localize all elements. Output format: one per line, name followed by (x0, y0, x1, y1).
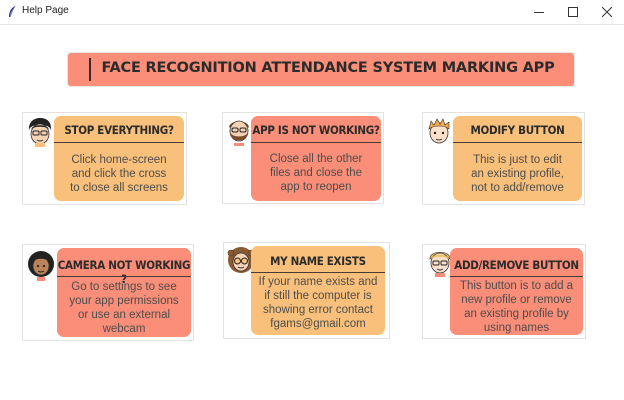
card-panel: STOP EVERYTHING? Click home-screen and c… (54, 116, 184, 201)
card-body-line: or use an external (77, 309, 171, 321)
app-banner: FACE RECOGNITION ATTENDANCE SYSTEM MARKI… (68, 53, 574, 86)
card-body: Go to settings to see your app permissio… (61, 280, 187, 336)
card-divider (251, 142, 381, 143)
card-body-line: not to add/remove (471, 182, 564, 194)
help-card-camera-not-working: CAMERA NOT WORKING ? Go to settings to s… (22, 244, 194, 341)
card-body-line: This is just to edit (473, 154, 562, 166)
card-title: MY NAME EXISTS (270, 254, 366, 268)
blond-glasses-avatar-icon (429, 251, 451, 277)
card-divider (453, 142, 582, 143)
card-body: Close all the other files and close the … (255, 152, 377, 194)
card-body-line: using names (483, 322, 550, 334)
card-body-line: files and close the (269, 167, 363, 179)
close-icon (602, 7, 612, 17)
card-body-line: new profile or remove (461, 294, 572, 306)
card-body: If your name exists and if still the com… (251, 275, 385, 331)
card-body-line: Click home-screen (71, 154, 167, 166)
card-body-line: This button is to add a (459, 280, 574, 292)
card-panel: APP IS NOT WORKING? Close all the other … (251, 116, 381, 201)
card-body-line: fgams@gmail.com (270, 318, 366, 330)
card-body-line: an existing profile by (464, 308, 569, 320)
card-panel: ADD/REMOVE BUTTON This button is to add … (450, 248, 583, 335)
curly-girl-avatar-icon (28, 251, 54, 281)
card-divider (251, 272, 385, 273)
card-title: CAMERA NOT WORKING ? (57, 258, 191, 286)
card-body: Click home-screen and click the cross to… (58, 153, 180, 195)
card-divider (57, 276, 191, 277)
card-body: This is just to edit an existing profile… (457, 153, 578, 195)
card-body-line: Close all the other (269, 153, 363, 165)
window-titlebar: Help Page (0, 0, 624, 25)
ginger-boy-avatar-icon (428, 118, 450, 144)
card-title: MODIFY BUTTON (470, 123, 565, 137)
card-body-line: webcam (102, 323, 146, 335)
minimize-button[interactable] (522, 0, 556, 24)
banner-divider (89, 58, 91, 81)
bearded-man-avatar-icon (229, 120, 249, 146)
card-body-line: and click the cross (71, 168, 167, 180)
help-card-modify-button: MODIFY BUTTON This is just to edit an ex… (422, 112, 585, 205)
card-panel: MY NAME EXISTS If your name exists and i… (251, 246, 385, 335)
help-card-add-remove-button: ADD/REMOVE BUTTON This button is to add … (422, 244, 586, 339)
card-panel: CAMERA NOT WORKING ? Go to settings to s… (57, 248, 191, 337)
card-body-line: Go to settings to see (71, 281, 177, 293)
banner-title: FACE RECOGNITION ATTENDANCE SYSTEM MARKI… (101, 60, 555, 76)
maximize-icon (568, 7, 578, 17)
feather-icon (9, 5, 16, 18)
card-body-line: to close all screens (70, 182, 168, 194)
card-title: APP IS NOT WORKING? (252, 123, 380, 137)
help-card-stop-everything: STOP EVERYTHING? Click home-screen and c… (22, 112, 187, 205)
window-title: Help Page (22, 5, 69, 16)
card-divider (450, 276, 583, 277)
maximize-button[interactable] (556, 0, 590, 24)
help-card-app-not-working: APP IS NOT WORKING? Close all the other … (222, 112, 384, 204)
card-panel: MODIFY BUTTON This is just to edit an ex… (453, 116, 582, 201)
close-button[interactable] (590, 0, 624, 24)
minimize-icon (534, 12, 544, 13)
boy-glasses-avatar-icon (28, 118, 52, 147)
card-divider (54, 142, 184, 143)
card-body-line: an existing profile, (471, 168, 564, 180)
card-title: ADD/REMOVE BUTTON (454, 258, 579, 272)
help-card-my-name-exists: MY NAME EXISTS If your name exists and i… (223, 242, 390, 339)
card-title: STOP EVERYTHING? (64, 123, 174, 137)
card-body-line: showing error contact (263, 304, 373, 316)
card-body-line: app to reopen (280, 181, 352, 193)
card-body-line: if still the computer is (264, 290, 372, 302)
curly-glasses-avatar-icon (227, 247, 255, 273)
card-body: This button is to add a new profile or r… (450, 279, 583, 335)
card-body-line: If your name exists and (258, 276, 378, 288)
card-body-line: your app permissions (69, 295, 179, 307)
